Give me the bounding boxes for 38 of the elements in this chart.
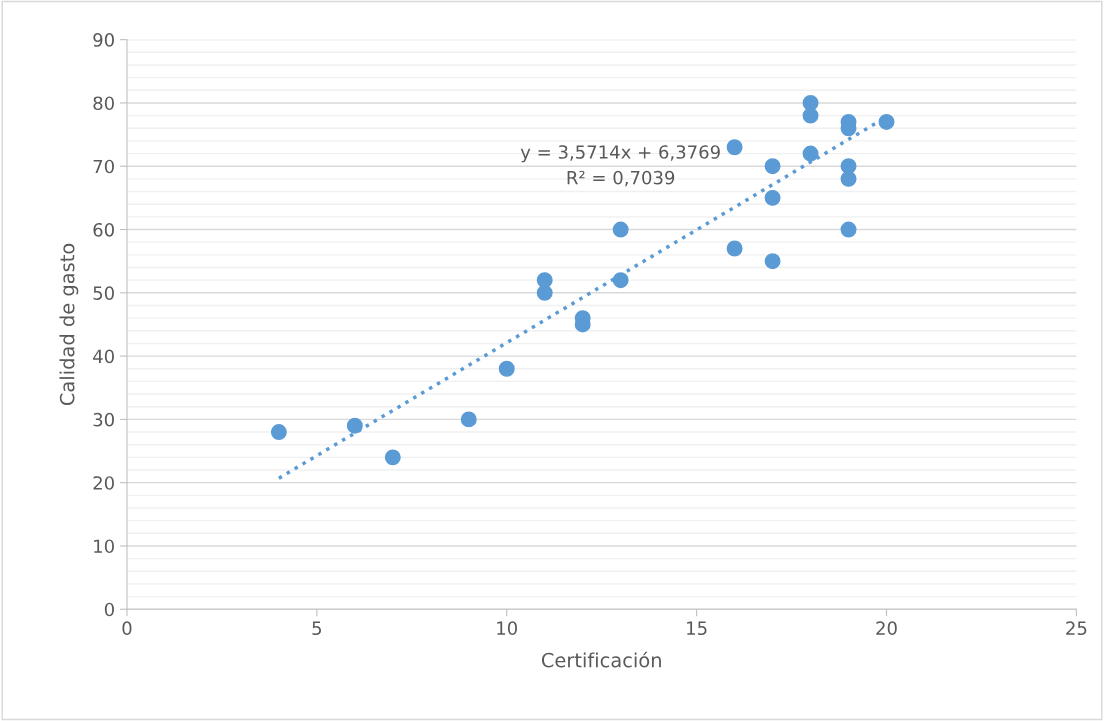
point [498, 360, 515, 377]
point [726, 139, 743, 156]
point [384, 449, 401, 466]
x-tick-label: 15 [687, 621, 707, 636]
y-tick-label: 40 [93, 349, 114, 364]
y-tick-label: 0 [104, 602, 114, 617]
point [726, 240, 743, 257]
y-tick-label: 50 [93, 286, 114, 300]
x-axis-title: Certificación [541, 651, 661, 668]
point [764, 158, 781, 175]
point [802, 107, 819, 124]
point [764, 189, 781, 206]
point [840, 221, 857, 238]
y-tick-label: 20 [93, 476, 114, 490]
point [612, 272, 629, 289]
y-tick-label: 10 [94, 539, 114, 554]
point [346, 417, 363, 434]
x-tick-label: 0 [122, 621, 132, 636]
annotation: y = 3,5714x + 6,3769 [520, 145, 720, 163]
point [460, 411, 477, 428]
x-tick-label: 25 [1066, 621, 1087, 636]
point [878, 113, 895, 130]
annotation: R² = 0,7039 [567, 170, 675, 187]
y-axis-title: Calidad de gasto [59, 243, 79, 406]
point [802, 145, 819, 162]
point [840, 170, 857, 187]
y-tick-label: 80 [93, 96, 114, 111]
y-tick-label: 70 [93, 159, 114, 174]
x-tick-label: 10 [497, 621, 518, 636]
point [764, 253, 781, 270]
y-tick-label: 30 [93, 412, 114, 427]
point [536, 284, 553, 301]
x-tick-label: 5 [312, 621, 322, 636]
x-tick-label: 20 [876, 621, 897, 636]
point [612, 221, 629, 238]
y-tick-label: 60 [93, 222, 114, 237]
point [270, 424, 287, 441]
y-tick-label: 90 [93, 33, 114, 47]
